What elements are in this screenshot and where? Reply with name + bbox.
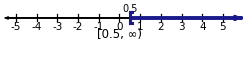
Text: 4: 4: [199, 22, 206, 32]
Text: 0.5: 0.5: [122, 4, 138, 14]
Text: 0: 0: [116, 22, 123, 32]
Text: 2: 2: [157, 22, 164, 32]
Text: -2: -2: [73, 22, 83, 32]
Text: 5: 5: [220, 22, 226, 32]
Text: -1: -1: [94, 22, 104, 32]
Text: -5: -5: [11, 22, 21, 32]
Text: 3: 3: [178, 22, 185, 32]
Text: -3: -3: [52, 22, 62, 32]
Text: -4: -4: [31, 22, 42, 32]
Text: [0.5, ∞): [0.5, ∞): [97, 28, 142, 41]
Text: 1: 1: [137, 22, 143, 32]
